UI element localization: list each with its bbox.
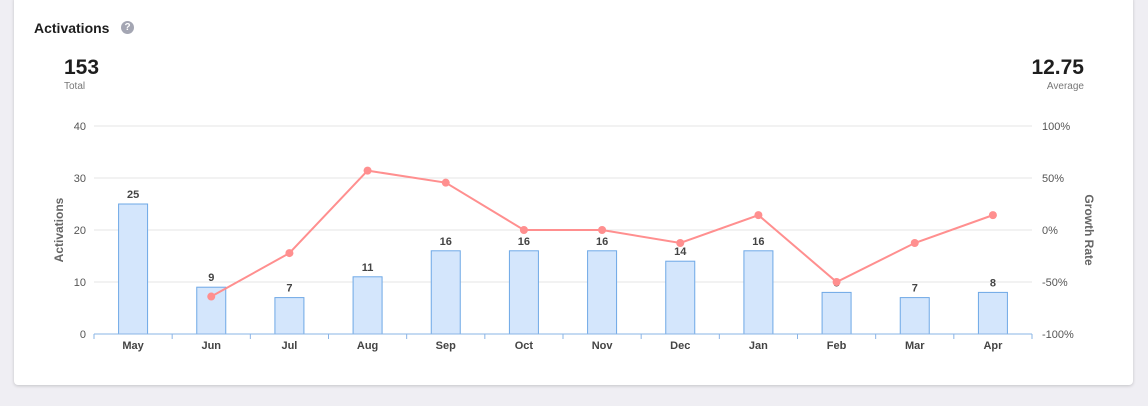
- y-tick-label: 30: [74, 173, 86, 185]
- bar-data-label: 8: [990, 277, 996, 289]
- question-circle-icon[interactable]: ?: [121, 21, 134, 34]
- bar: [821, 291, 852, 335]
- total-stat: 153 Total: [64, 56, 99, 92]
- y2-axis-title: Growth Rate: [1082, 194, 1096, 266]
- x-tick-label: Dec: [670, 340, 690, 352]
- average-label: Average: [1046, 81, 1084, 92]
- growth-rate-point: [285, 249, 294, 258]
- average-value: 12.75: [1031, 56, 1084, 79]
- bar: [977, 291, 1008, 335]
- total-value: 153: [64, 56, 100, 79]
- total-label: Total: [64, 81, 86, 92]
- bar-data-label: 25: [127, 189, 139, 201]
- bar-data-label: 9: [208, 272, 214, 284]
- growth-rate-point: [754, 211, 763, 220]
- x-tick-label: Aug: [357, 340, 378, 352]
- x-tick-label: Sep: [436, 340, 456, 352]
- growth-rate-point: [676, 239, 685, 247]
- x-tick-label: Oct: [515, 340, 534, 352]
- y2-tick-label: 0%: [1042, 225, 1058, 237]
- x-tick-label: Nov: [592, 340, 614, 352]
- y-tick-label: 20: [74, 225, 86, 237]
- y-tick-label: 0: [80, 329, 86, 341]
- bar: [665, 260, 696, 335]
- x-tick-label: Feb: [827, 340, 847, 352]
- growth-rate-point: [598, 226, 607, 234]
- bar-data-label: 16: [596, 236, 608, 248]
- y-tick-label: 10: [74, 277, 86, 289]
- bar: [508, 250, 539, 335]
- bar-data-label: 16: [752, 236, 764, 248]
- x-tick-label: May: [122, 340, 144, 352]
- x-tick-label: Mar: [905, 340, 925, 352]
- bar: [587, 250, 618, 335]
- card-title: Activations: [34, 20, 110, 36]
- bar: [899, 297, 930, 335]
- bar: [118, 203, 149, 335]
- y2-tick-label: -100%: [1042, 329, 1074, 341]
- growth-rate-point: [832, 278, 841, 286]
- y-tick-label: 40: [74, 121, 86, 133]
- x-tick-label: Apr: [983, 340, 1003, 352]
- bar: [274, 297, 305, 335]
- y2-tick-label: 50%: [1042, 173, 1064, 185]
- growth-rate-point: [988, 211, 997, 220]
- x-tick-label: Jun: [201, 340, 221, 352]
- bar-data-label: 14: [674, 246, 687, 258]
- growth-rate-point: [363, 166, 372, 175]
- y2-tick-label: 100%: [1042, 121, 1070, 133]
- y-axis-title: Activations: [52, 197, 66, 262]
- y2-tick-label: -50%: [1042, 277, 1068, 289]
- bar-data-label: 7: [912, 283, 918, 295]
- growth-rate-point: [207, 292, 216, 301]
- bar: [352, 276, 383, 335]
- average-stat: 12.75 Average: [1031, 56, 1084, 92]
- growth-rate-point: [519, 226, 528, 234]
- bar: [743, 250, 774, 335]
- x-tick-label: Jan: [749, 340, 768, 352]
- bar: [430, 250, 461, 335]
- growth-rate-point: [910, 239, 919, 247]
- growth-rate-point: [441, 178, 450, 187]
- bar-data-label: 7: [286, 283, 292, 295]
- bar-data-label: 16: [518, 236, 530, 248]
- x-tick-label: Jul: [281, 340, 297, 352]
- bar-data-label: 11: [362, 262, 374, 274]
- bar-data-label: 16: [440, 236, 452, 248]
